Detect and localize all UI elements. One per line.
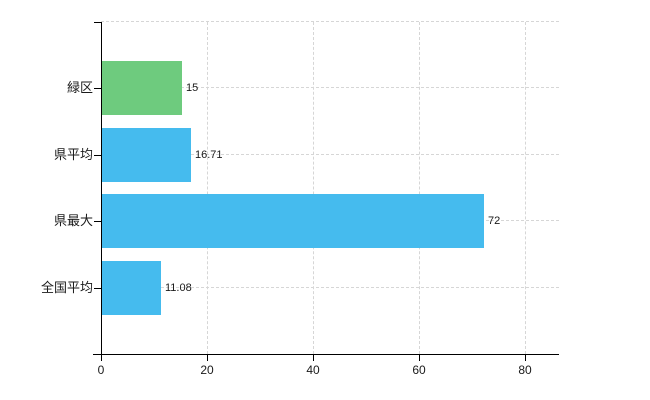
- x-axis-tick: [525, 355, 526, 361]
- category-label: 県平均: [53, 147, 93, 162]
- y-axis-tick: [94, 22, 101, 23]
- category-label: 県最大: [53, 213, 93, 228]
- y-axis-tick: [94, 288, 101, 289]
- x-axis-tick: [207, 355, 208, 361]
- category-label: 全国平均: [40, 280, 93, 295]
- y-axis-tick: [94, 155, 101, 156]
- bar-value-label: 16.71: [195, 149, 223, 161]
- horizontal-gridline: [101, 21, 559, 22]
- bar: [102, 261, 161, 315]
- bar: [102, 194, 484, 248]
- bar-value-label: 72: [488, 215, 501, 227]
- horizontal-gridline: [101, 286, 559, 288]
- bar: [102, 128, 191, 182]
- x-tick-label: 40: [306, 363, 320, 377]
- y-axis-tick: [94, 88, 101, 89]
- bar-value-label: 15: [186, 82, 199, 94]
- x-axis-line: [93, 354, 559, 355]
- bar: [102, 61, 182, 115]
- x-tick-label: 60: [412, 363, 426, 377]
- y-axis-tick: [94, 221, 101, 222]
- category-label: 緑区: [66, 80, 93, 95]
- bar-value-label: 11.08: [165, 282, 192, 294]
- x-tick-label: 0: [97, 363, 105, 377]
- vertical-gridline: [525, 22, 526, 354]
- x-tick-label: 80: [518, 363, 532, 377]
- x-axis-tick: [101, 355, 102, 361]
- x-axis-tick: [313, 355, 314, 361]
- x-tick-label: 20: [200, 363, 214, 377]
- horizontal-gridline: [101, 153, 559, 155]
- y-axis-line: [101, 22, 102, 354]
- vertical-gridline: [419, 22, 420, 354]
- horizontal-gridline: [101, 87, 559, 89]
- vertical-gridline: [207, 22, 208, 354]
- x-axis-tick: [419, 355, 420, 361]
- vertical-gridline: [313, 22, 314, 354]
